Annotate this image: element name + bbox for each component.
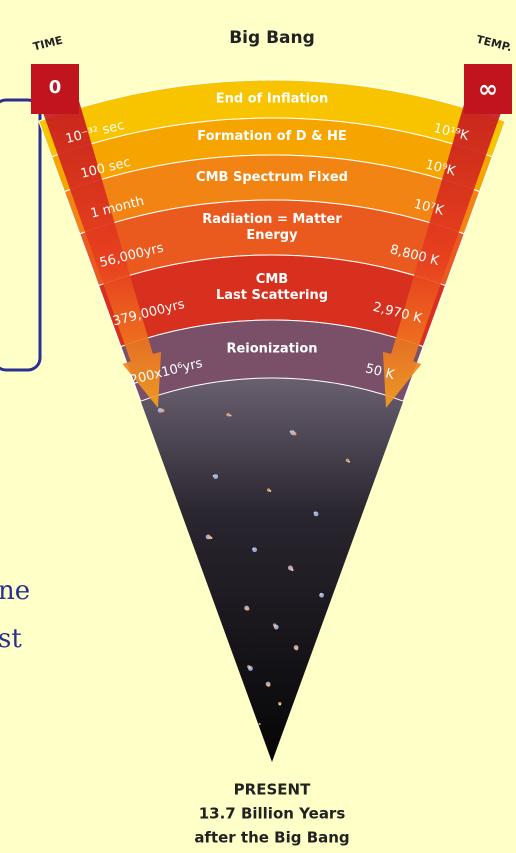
footer-line: PRESENT <box>234 781 311 799</box>
side-text: st <box>0 624 22 654</box>
galaxy <box>267 683 270 686</box>
galaxy <box>314 511 319 516</box>
event-label: Reionization <box>226 342 317 357</box>
event-label: End of Inflation <box>216 92 328 107</box>
galaxy <box>226 413 229 416</box>
event-label: Last Scattering <box>216 288 328 303</box>
galaxy <box>293 432 296 435</box>
galaxy <box>246 607 249 610</box>
galaxy <box>210 537 212 539</box>
footer-line: 13.7 Billion Years <box>199 805 346 823</box>
footer-line: after the Big Bang <box>194 829 349 847</box>
event-label: CMB Spectrum Fixed <box>196 170 348 185</box>
galaxy <box>213 474 218 479</box>
temp-start: ∞ <box>478 75 498 103</box>
event-label: Formation of D & HE <box>197 129 346 144</box>
time-start: 0 <box>49 77 62 98</box>
galaxy <box>269 490 271 492</box>
galaxy <box>292 569 294 571</box>
galaxy <box>348 461 350 463</box>
temp-label: TEMP. <box>475 33 513 54</box>
diagram: End of Inflation10⁻³² sec10¹⁹KFormation … <box>0 0 516 853</box>
galaxy <box>274 625 279 630</box>
galaxy <box>295 647 298 650</box>
event-label: Energy <box>246 228 298 243</box>
time-label: TIME <box>32 34 64 54</box>
title: Big Bang <box>229 28 315 48</box>
side-box <box>0 100 40 370</box>
side-text: ne <box>0 576 30 606</box>
galaxy <box>248 666 253 671</box>
galaxy <box>229 414 231 416</box>
galaxy <box>319 593 324 598</box>
galaxy <box>259 723 261 725</box>
galaxy <box>161 409 164 412</box>
event-label: Radiation = Matter <box>202 212 342 227</box>
galaxy <box>279 704 281 706</box>
galaxy <box>252 547 257 552</box>
space <box>141 378 404 762</box>
event-label: CMB <box>256 272 288 287</box>
